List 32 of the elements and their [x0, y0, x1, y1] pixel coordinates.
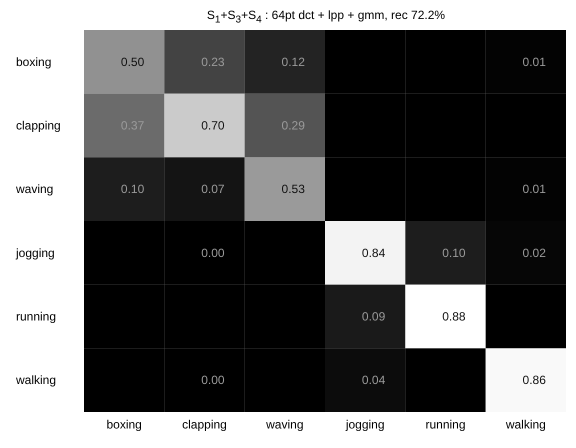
data-label: 0.23 — [201, 54, 225, 69]
data-label: 0.10 — [120, 182, 145, 196]
data-label: 0.29 — [282, 118, 306, 132]
data-label: 0.07 — [201, 182, 225, 196]
data-label: 0.84 — [362, 246, 386, 260]
x-tick-label: clapping — [182, 418, 227, 432]
x-tick-label: jogging — [344, 418, 385, 432]
x-tick-label: running — [425, 418, 466, 432]
y-tick-label: waving — [15, 182, 54, 196]
data-label: 0.70 — [201, 118, 225, 132]
data-label: 0.00 — [201, 373, 225, 388]
data-label: 0.53 — [282, 182, 306, 196]
data-label: 0.04 — [362, 373, 386, 388]
data-label: 0.50 — [120, 54, 145, 69]
data-label: 0.12 — [282, 54, 306, 69]
data-label: 0.01 — [522, 54, 546, 69]
data-label: 0.86 — [522, 373, 546, 388]
data-label: 0.01 — [522, 182, 546, 196]
x-tick-label: walking — [504, 418, 546, 432]
y-tick-label: walking — [15, 373, 56, 388]
data-label: 0.10 — [442, 246, 466, 260]
y-tick-label: jogging — [15, 246, 55, 260]
x-tick-label: waving — [265, 418, 304, 432]
data-label: 0.09 — [362, 310, 386, 324]
y-tick-label: boxing — [16, 54, 52, 69]
data-label: 0.88 — [442, 310, 466, 324]
data-label: 0.02 — [522, 246, 546, 260]
chart-title: S$_{1}$+S$_{3}$+S$_{4}$ : 64pt dct + lpp + gmm, rec 72.2% — [206, 8, 446, 28]
y-tick-label: clapping — [16, 118, 61, 132]
x-tick-label: boxing — [106, 418, 142, 432]
y-tick-label: running — [16, 310, 56, 324]
data-label: 0.00 — [201, 246, 225, 260]
